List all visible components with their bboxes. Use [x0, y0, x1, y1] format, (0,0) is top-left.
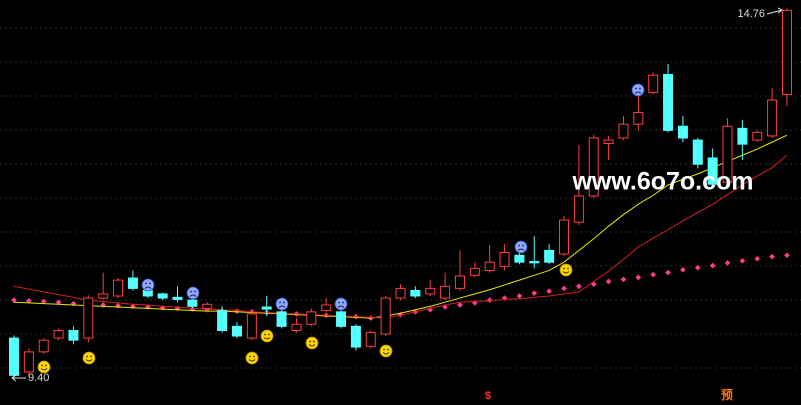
dot — [561, 285, 567, 292]
candle-body — [187, 299, 198, 307]
candle-body — [648, 74, 659, 93]
candle-body — [306, 311, 317, 325]
candle-body — [737, 127, 748, 145]
marker: 预 — [721, 388, 733, 402]
dot — [546, 288, 552, 294]
dot — [26, 297, 32, 304]
marker: $ — [485, 390, 491, 402]
dot — [234, 308, 240, 314]
candle-body — [499, 252, 510, 267]
candle-body — [202, 303, 213, 309]
grid — [0, 27, 801, 369]
candle-body — [231, 325, 242, 337]
candle-body — [53, 329, 64, 339]
candle-body — [291, 323, 302, 331]
dot — [70, 300, 77, 307]
dot — [650, 271, 657, 278]
candle-body — [573, 195, 584, 223]
low-arrow — [11, 374, 26, 382]
candle-body — [559, 219, 570, 255]
candle-body — [38, 339, 49, 353]
plot — [9, 8, 792, 379]
candle-body — [514, 254, 525, 263]
dot — [769, 253, 775, 260]
ma-line — [13, 134, 788, 319]
candle-body — [246, 313, 257, 339]
candle-body — [425, 287, 436, 295]
candle-body — [603, 139, 614, 145]
dot — [115, 302, 121, 309]
candle-body — [365, 332, 376, 347]
candle-body — [767, 99, 778, 137]
low-label: 9.40 — [28, 372, 49, 384]
candle-body — [127, 277, 138, 289]
candle-body — [618, 123, 629, 139]
dot — [754, 255, 761, 262]
candle-body — [692, 139, 703, 165]
candle-body — [9, 337, 19, 376]
ma-line — [13, 154, 788, 319]
candle-body — [380, 297, 391, 335]
candle-body — [677, 125, 688, 139]
candle-body — [321, 304, 332, 311]
dot — [576, 283, 582, 290]
dot — [457, 302, 463, 308]
candle-body — [336, 311, 347, 327]
candle-body — [261, 306, 272, 310]
dot — [100, 302, 107, 308]
candle-body — [663, 74, 674, 131]
dot — [709, 262, 716, 269]
dot — [724, 260, 731, 266]
dot — [620, 276, 627, 283]
candle-body — [781, 9, 792, 96]
candle-body — [217, 309, 228, 331]
candle-body — [98, 293, 109, 299]
high-arrow — [766, 7, 783, 15]
candle-body — [588, 137, 599, 197]
dot — [531, 290, 538, 297]
candle-body — [529, 260, 540, 264]
candle-body — [350, 325, 361, 348]
candle-body — [722, 125, 733, 183]
candle-body — [454, 275, 465, 289]
dot — [516, 293, 523, 299]
candle-body — [276, 311, 287, 327]
candle-body — [113, 279, 124, 297]
candle-body — [410, 289, 421, 297]
dot — [680, 266, 686, 273]
watermark: www.6o7o.com — [571, 168, 753, 196]
candle-body — [469, 267, 480, 276]
signal-icons — [37, 83, 645, 374]
high-label: 14.76 — [737, 8, 765, 20]
dot — [635, 274, 642, 281]
candle-body — [544, 249, 555, 263]
candle-body — [23, 351, 34, 373]
dot — [471, 300, 478, 306]
candle-body — [707, 157, 718, 185]
dot — [694, 264, 701, 271]
dot — [665, 269, 671, 276]
candle-body — [633, 111, 644, 125]
candle-body — [395, 287, 406, 299]
dot — [605, 278, 612, 285]
candle-body — [157, 293, 168, 299]
candle-body — [752, 131, 763, 141]
candle-body — [68, 329, 79, 341]
candle-body — [484, 261, 495, 271]
candle-body — [83, 297, 94, 339]
candle-body — [172, 296, 183, 300]
dot — [784, 252, 790, 259]
dot — [174, 305, 181, 312]
candle-body — [440, 285, 451, 299]
dot — [739, 257, 746, 264]
dot — [486, 297, 493, 303]
